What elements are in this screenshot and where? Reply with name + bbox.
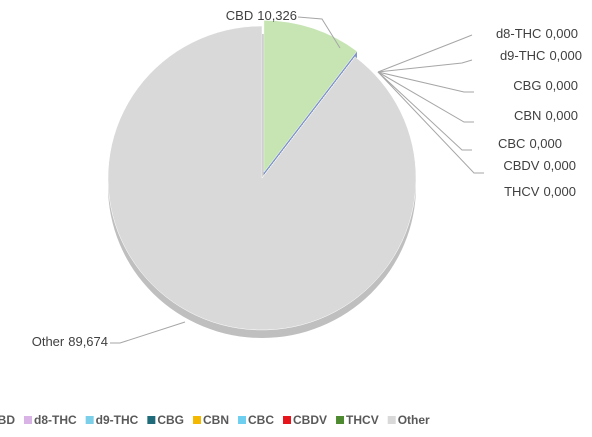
data-label: CBD 10,326: [226, 8, 297, 23]
label-value: 89,674: [68, 334, 108, 349]
label-name: Other: [32, 334, 65, 349]
label-value: 0,000: [545, 78, 578, 93]
label-name: CBG: [513, 78, 541, 93]
chart: CBD10,326d8-THC0,000d9-THC0,000CBG0,000C…: [0, 0, 592, 437]
label-name: CBC: [498, 136, 525, 151]
data-label: CBG 0,000: [513, 78, 578, 93]
pie-slice: [108, 26, 416, 330]
legend-swatch: [86, 416, 94, 424]
legend-swatch: [238, 416, 246, 424]
label-name: d8-THC: [496, 26, 542, 41]
legend-swatch: [388, 416, 396, 424]
label-value: 10,326: [257, 8, 297, 23]
legend-label: CBN: [203, 413, 229, 427]
label-value: 0,000: [543, 158, 576, 173]
leader-line: [378, 72, 474, 92]
leader-line: [378, 35, 472, 72]
label-value: 0,000: [545, 108, 578, 123]
label-value: 0,000: [549, 48, 582, 63]
legend-label: d9-THC: [96, 413, 139, 427]
label-value: 0,000: [543, 184, 576, 199]
legend-label: CBG: [157, 413, 184, 427]
legend-label: CBD: [0, 413, 15, 427]
data-label: CBDV 0,000: [503, 158, 576, 173]
label-name: THCV: [504, 184, 540, 199]
data-label: CBN 0,000: [514, 108, 578, 123]
data-label: CBC 0,000: [498, 136, 562, 151]
label-name: CBN: [514, 108, 541, 123]
label-name: CBDV: [503, 158, 539, 173]
legend-swatch: [24, 416, 32, 424]
legend-label: Other: [398, 413, 430, 427]
legend-label: CBC: [248, 413, 274, 427]
legend-swatch: [336, 416, 344, 424]
legend-label: THCV: [346, 413, 379, 427]
legend-swatch: [147, 416, 155, 424]
label-name: CBD: [226, 8, 253, 23]
legend-swatch: [283, 416, 291, 424]
legend-label: CBDV: [293, 413, 327, 427]
label-value: 0,000: [529, 136, 562, 151]
leader-line: [110, 322, 185, 343]
label-name: d9-THC: [500, 48, 546, 63]
legend-swatch: [193, 416, 201, 424]
legend-label: d8-THC: [34, 413, 77, 427]
label-value: 0,000: [545, 26, 578, 41]
